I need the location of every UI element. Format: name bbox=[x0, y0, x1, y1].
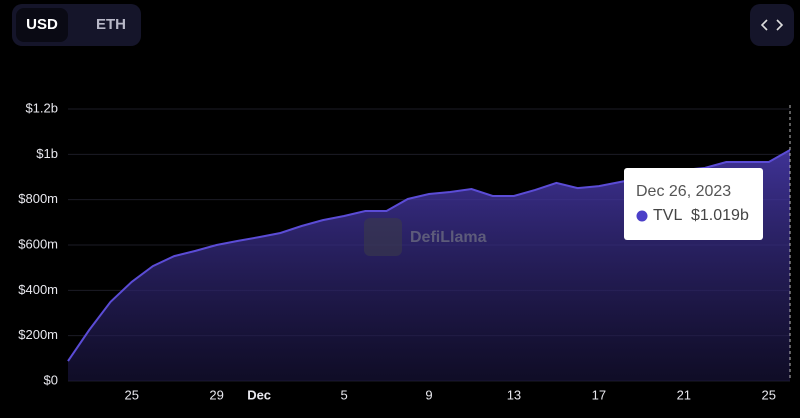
area bbox=[68, 150, 790, 381]
embed-button[interactable] bbox=[750, 4, 794, 46]
x-tick-label: 17 bbox=[592, 387, 606, 402]
y-tick-label: $800m bbox=[18, 191, 58, 206]
y-tick-label: $0 bbox=[44, 372, 58, 387]
x-tick-label: 9 bbox=[425, 387, 432, 402]
y-tick-label: $1.2b bbox=[25, 100, 58, 115]
tooltip-series: TVL bbox=[653, 207, 682, 224]
x-tick-label: 25 bbox=[124, 387, 138, 402]
x-tick-label: 5 bbox=[340, 387, 347, 402]
plot-area: $0 $200m $400m $600m $800m $1b $1.2b 25 29 Dec 5 9 1… bbox=[18, 100, 791, 402]
y-tick-label: $200m bbox=[18, 327, 58, 342]
tooltip-value: $1.019b bbox=[691, 207, 749, 224]
x-tick-label: 13 bbox=[507, 387, 521, 402]
watermark-logo bbox=[364, 218, 402, 256]
x-tick-label: 25 bbox=[762, 387, 776, 402]
tooltip-date: Dec 26, 2023 bbox=[636, 183, 731, 200]
y-tick-label: $600m bbox=[18, 236, 58, 251]
x-tick-label: Dec bbox=[247, 387, 271, 402]
usd-tab[interactable] bbox=[16, 8, 68, 42]
usd-tab-label[interactable]: USD bbox=[26, 16, 58, 33]
y-tick-label: $1b bbox=[36, 146, 58, 161]
y-tick-label: $400m bbox=[18, 282, 58, 297]
watermark: DefiLlama bbox=[410, 229, 487, 246]
tooltip bbox=[624, 168, 763, 240]
code-icon bbox=[760, 19, 784, 31]
eth-tab-label[interactable]: ETH bbox=[96, 16, 126, 33]
x-tick-label: 21 bbox=[677, 387, 691, 402]
tooltip-swatch bbox=[636, 210, 648, 222]
x-tick-label: 29 bbox=[209, 387, 223, 402]
